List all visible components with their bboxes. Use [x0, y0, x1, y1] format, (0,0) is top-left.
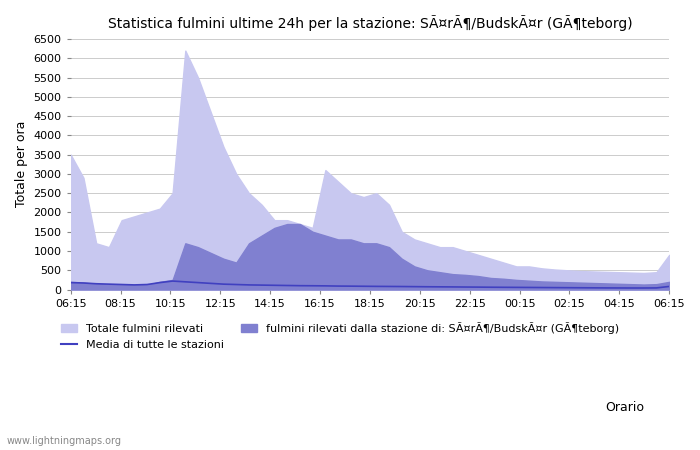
Title: Statistica fulmini ultime 24h per la stazione: SÃ¤rÃ¶/BudskÃ¤r (GÃ¶teborg): Statistica fulmini ultime 24h per la sta… — [108, 15, 632, 31]
Legend: Totale fulmini rilevati, Media di tutte le stazioni, fulmini rilevati dalla staz: Totale fulmini rilevati, Media di tutte … — [56, 318, 624, 354]
Y-axis label: Totale per ora: Totale per ora — [15, 121, 28, 207]
Text: Orario: Orario — [605, 401, 644, 414]
Text: www.lightningmaps.org: www.lightningmaps.org — [7, 436, 122, 446]
